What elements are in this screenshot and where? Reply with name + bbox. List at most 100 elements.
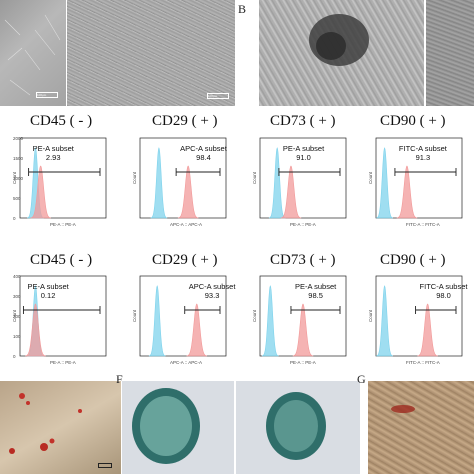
- subset-label: PE-A subset 98.5: [295, 282, 336, 300]
- subset-name: PE-A subset: [32, 144, 74, 153]
- chondrocyte-pellet: [266, 392, 326, 460]
- y-tick-label: 2000: [13, 136, 24, 141]
- isotype-histogram: [148, 285, 166, 357]
- histogram-panel: FITC-A subset 91.3 FITC-A :: FITC-A Count: [368, 132, 466, 230]
- histogram-panel: APC-A subset 93.3 APC-A :: APC-A Count: [132, 270, 235, 368]
- subset-value: 93.3: [204, 291, 220, 300]
- y-axis-label: Count: [252, 309, 257, 322]
- subset-label: PE-A subset 2.93: [33, 144, 74, 162]
- marker-title: CD90 ( + ): [380, 252, 446, 268]
- subset-label: FITC-A subset 98.0: [420, 282, 468, 300]
- subset-name: PE-A subset: [27, 282, 69, 291]
- histogram-plot: [375, 275, 463, 357]
- histogram-panel: PE-A subset 0.12 PE-A :: PE-A Count 400 300 20…: [12, 270, 110, 368]
- gate-bar: [22, 306, 101, 314]
- subset-label: PE-A subset 0.12: [27, 282, 68, 300]
- histogram-panel: PE-A subset 2.93 PE-A :: PE-A Count 2000 1500…: [12, 132, 110, 230]
- subset-label: APC-A subset 93.3: [189, 282, 236, 300]
- subset-value: 98.0: [436, 291, 451, 300]
- y-tick-label: 200: [13, 314, 21, 319]
- cell-cluster: [309, 14, 369, 66]
- micrograph-b-left: [259, 0, 424, 106]
- stained-histogram: [177, 165, 199, 219]
- micrograph-alcian-blue-right: [236, 381, 360, 474]
- subset-name: FITC-A subset: [419, 282, 468, 291]
- marker-title: CD73 ( + ): [270, 252, 336, 268]
- y-tick-label: 300: [13, 294, 21, 299]
- micrograph-a-left: 100μm: [0, 0, 66, 106]
- histogram-panel: FITC-A subset 98.0 FITC-A :: FITC-A Count: [368, 270, 468, 368]
- subset-value: 91.3: [415, 153, 431, 162]
- marker-title: CD45 ( - ): [30, 252, 93, 268]
- marker-title: CD73 ( + ): [270, 113, 336, 129]
- subset-name: FITC-A subset: [398, 144, 447, 153]
- chondrocyte-pellet: [132, 388, 200, 464]
- isotype-histogram: [268, 147, 286, 219]
- marker-title: CD90 ( + ): [380, 113, 446, 129]
- subset-name: PE-A subset: [294, 282, 337, 291]
- histogram-plot: [375, 137, 463, 219]
- subset-name: PE-A subset: [282, 144, 325, 153]
- x-axis-label: APC-A :: APC-A: [170, 222, 203, 227]
- micrograph-a-right: 100μm: [67, 0, 235, 106]
- y-tick-label: 1500: [13, 156, 24, 161]
- x-axis-label: FITC-A :: FITC-A: [406, 360, 440, 365]
- subset-name: APC-A subset: [188, 282, 236, 291]
- gate-bar: [184, 306, 221, 314]
- stained-histogram: [25, 303, 46, 357]
- subset-value: 0.12: [40, 291, 56, 300]
- x-axis-label: APC-A :: APC-A: [170, 360, 203, 365]
- gate-bar: [278, 168, 341, 176]
- micrograph-b-right: [426, 0, 474, 106]
- subset-value: 98.4: [196, 153, 211, 162]
- marker-title: CD29 ( + ): [152, 252, 218, 268]
- isotype-histogram: [262, 285, 279, 357]
- marker-title: CD45 ( - ): [30, 113, 93, 129]
- gate-bar: [175, 168, 221, 176]
- y-tick-label: 100: [13, 334, 21, 339]
- histogram-plot: [19, 275, 107, 357]
- panel-letter-g: G: [357, 372, 366, 386]
- x-axis-label: PE-A :: PE-A: [50, 360, 76, 365]
- micrograph-alizarin-red: [368, 381, 474, 474]
- scale-bar: [98, 463, 112, 468]
- subset-value: 91.0: [296, 153, 311, 162]
- y-axis-label: Count: [132, 171, 137, 184]
- histogram-plot: [259, 137, 347, 219]
- gate-bar: [28, 168, 101, 176]
- subset-label: PE-A subset 91.0: [283, 144, 324, 162]
- stained-histogram: [292, 303, 314, 357]
- gate-bar: [394, 168, 457, 176]
- stained-histogram: [396, 165, 418, 219]
- plot-frame: [375, 275, 463, 357]
- isotype-histogram: [150, 147, 168, 219]
- histogram-plot: [139, 137, 227, 219]
- subset-label: FITC-A subset 91.3: [399, 144, 447, 162]
- histogram-plot: [259, 275, 347, 357]
- panel-letter-f: F: [116, 372, 123, 386]
- subset-label: APC-A subset 98.4: [180, 144, 227, 162]
- panel-letter-b: B: [238, 2, 247, 16]
- subset-name: APC-A subset: [180, 144, 227, 153]
- histogram-plot: [19, 137, 107, 219]
- gate-bar: [290, 306, 341, 314]
- x-axis-label: PE-A :: PE-A: [290, 360, 316, 365]
- plot-frame: [139, 137, 227, 219]
- subset-value: 2.93: [45, 153, 61, 162]
- x-axis-label: PE-A :: PE-A: [50, 222, 76, 227]
- plot-frame: [375, 137, 463, 219]
- x-axis-label: FITC-A :: FITC-A: [406, 222, 440, 227]
- micrograph-alcian-blue-left: [122, 381, 234, 474]
- subset-value: 98.5: [308, 291, 323, 300]
- micrograph-oil-red: [0, 381, 121, 474]
- lipid-droplets: [9, 393, 82, 454]
- x-axis-label: PE-A :: PE-A: [290, 222, 316, 227]
- isotype-histogram: [376, 147, 393, 219]
- y-tick-label: 0: [13, 354, 16, 359]
- y-axis-label: Count: [252, 171, 257, 184]
- histogram-plot: [139, 275, 227, 357]
- isotype-histogram: [376, 285, 393, 357]
